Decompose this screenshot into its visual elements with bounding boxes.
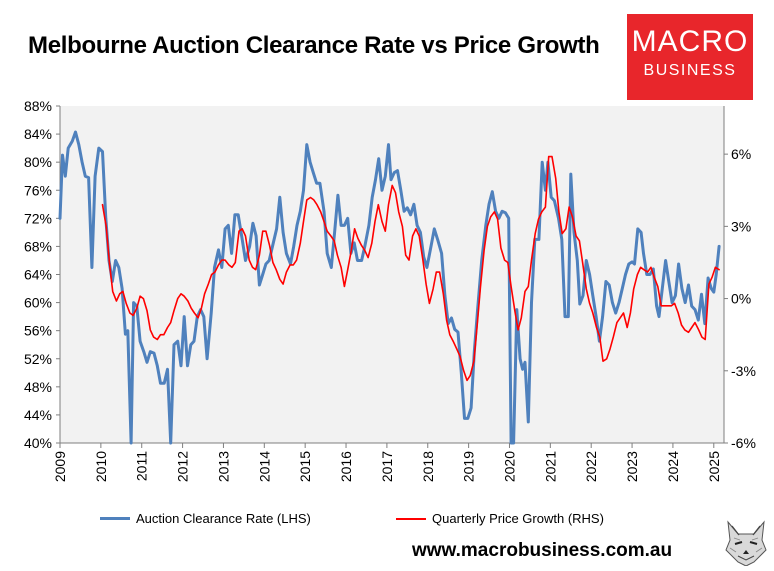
x-tick-label: 2009 — [52, 451, 68, 482]
macrobusiness-logo: MACRO BUSINESS — [627, 14, 753, 100]
series-line-clearance-rate — [58, 130, 721, 445]
x-tick-label: 2020 — [501, 451, 517, 482]
y-left-tick-label: 52% — [24, 351, 52, 367]
axes-group: 40% 44% 48% 52% 56% 60% 64% 68% 72% 76% 80% 84% 88% -… — [24, 98, 756, 482]
x-tick-label: 2013 — [215, 451, 231, 482]
x-tick-label: 2023 — [624, 451, 640, 482]
y-left-tick-label: 72% — [24, 210, 52, 226]
y-left-tick-label: 88% — [24, 98, 52, 114]
series-group — [58, 130, 721, 445]
legend-item-rhs: Quarterly Price Growth (RHS) — [396, 511, 604, 526]
plot-area — [60, 106, 724, 443]
legend-label-rhs: Quarterly Price Growth (RHS) — [432, 511, 604, 526]
y-left-tick-label: 48% — [24, 379, 52, 395]
x-tick-label: 2022 — [583, 451, 599, 482]
series-line-price-growth — [101, 155, 720, 382]
logo-line-2: BUSINESS — [643, 62, 737, 79]
legend-swatch-lhs — [100, 517, 130, 520]
chart: 40% 44% 48% 52% 56% 60% 64% 68% 72% 76% 80% 84% 88% -… — [24, 98, 756, 482]
x-tick-label: 2024 — [665, 451, 681, 482]
legend-swatch-rhs — [396, 517, 426, 520]
x-tick-label: 2014 — [256, 451, 272, 482]
y-left-tick-label: 80% — [24, 154, 52, 170]
y-right-tick-label: 6% — [731, 146, 751, 162]
legend-item-lhs: Auction Clearance Rate (LHS) — [100, 511, 311, 526]
x-tick-label: 2010 — [93, 451, 109, 482]
legend-label-lhs: Auction Clearance Rate (LHS) — [136, 511, 311, 526]
y-left-tick-label: 76% — [24, 182, 52, 198]
y-left-tick-label: 40% — [24, 435, 52, 451]
x-tick-label: 2011 — [134, 451, 150, 481]
y-left-tick-label: 56% — [24, 323, 52, 339]
x-tick-label: 2016 — [338, 451, 354, 482]
y-left-tick-label: 68% — [24, 238, 52, 254]
x-tick-label: 2021 — [542, 451, 558, 482]
wolf-icon — [725, 520, 767, 566]
y-right-tick-label: 0% — [731, 291, 751, 307]
x-tick-label: 2025 — [706, 451, 722, 482]
y-right-tick-label: -3% — [731, 363, 756, 379]
x-tick-label: 2015 — [297, 451, 313, 482]
logo-line-1: MACRO — [631, 25, 749, 58]
y-left-tick-label: 84% — [24, 126, 52, 142]
y-left-tick-label: 44% — [24, 407, 52, 423]
x-tick-label: 2017 — [379, 451, 395, 482]
y-left-tick-label: 64% — [24, 267, 52, 283]
page-title: Melbourne Auction Clearance Rate vs Pric… — [28, 32, 600, 59]
y-left-tick-label: 60% — [24, 295, 52, 311]
x-tick-label: 2018 — [420, 451, 436, 482]
x-tick-label: 2019 — [461, 451, 477, 482]
website-url: www.macrobusiness.com.au — [412, 540, 673, 561]
y-right-tick-label: 3% — [731, 218, 751, 234]
x-tick-label: 2012 — [175, 451, 191, 482]
y-right-tick-label: -6% — [731, 435, 756, 451]
